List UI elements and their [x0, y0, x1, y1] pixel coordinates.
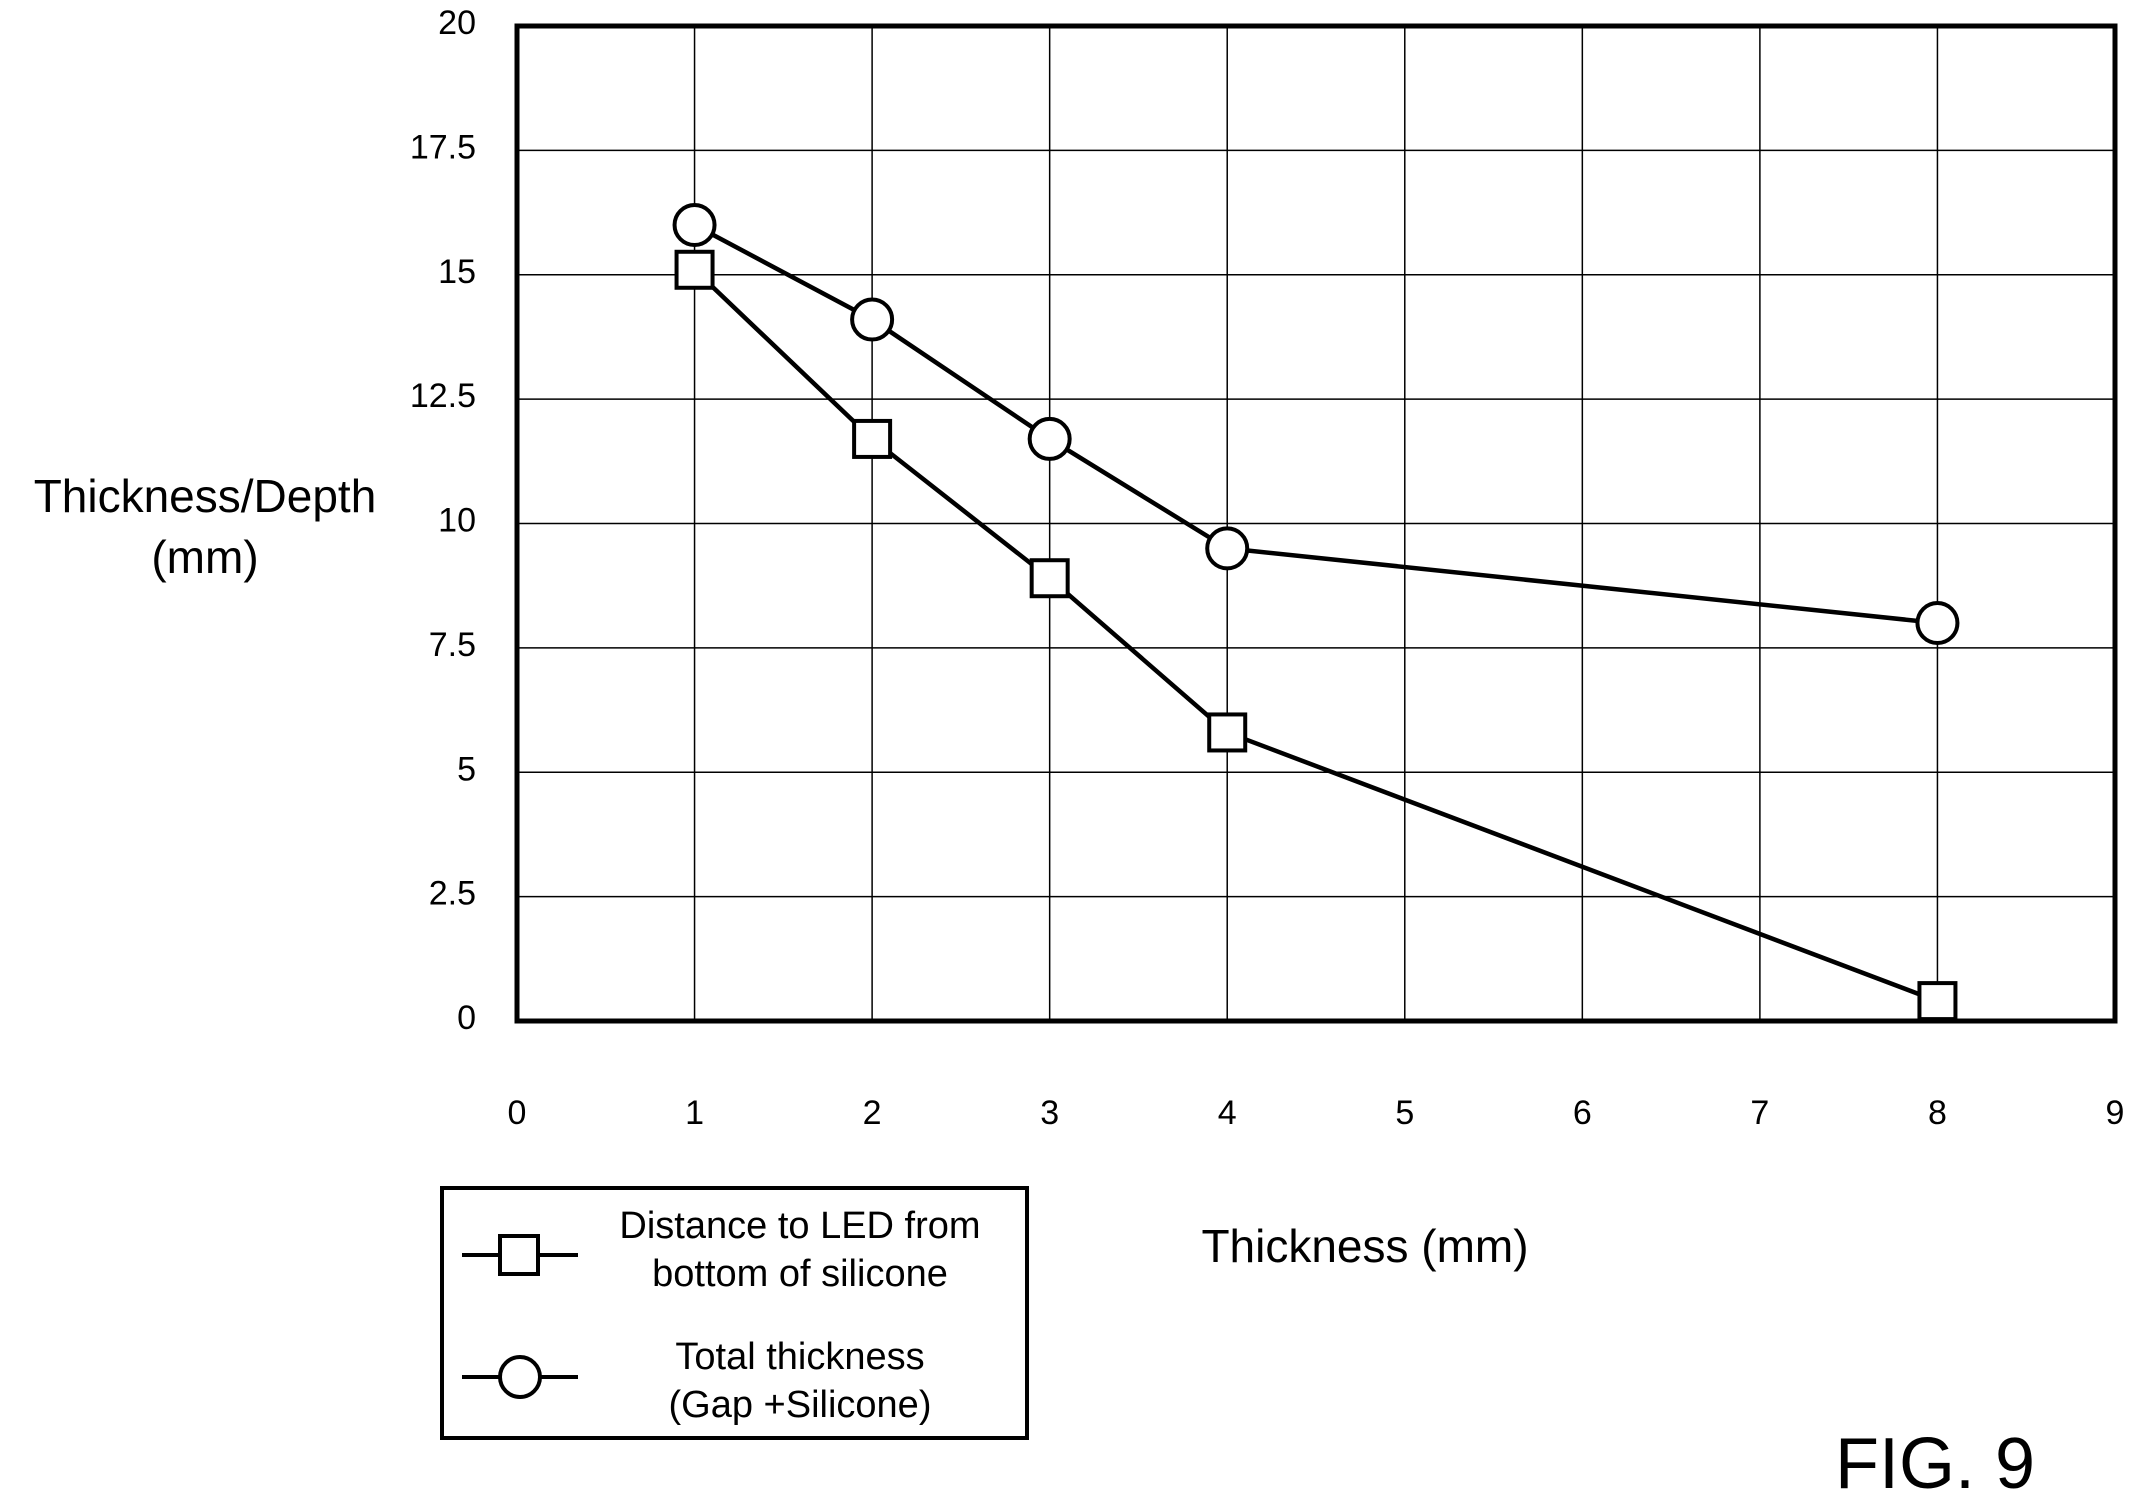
- y-tick-label-6: 15: [438, 253, 476, 291]
- series-1-point-4: [1917, 981, 1958, 1022]
- legend-label-series-1-line-1: Distance to LED from: [619, 1205, 980, 1247]
- y-tick-label-0: 0: [457, 999, 476, 1037]
- x-tick-labels: 0 1 2 3 4 5 6 7 8 9: [508, 1094, 2125, 1132]
- series-2-point-3: [1205, 526, 1250, 571]
- legend-box: [440, 1186, 1029, 1440]
- x-tick-label-7: 7: [1750, 1094, 1769, 1132]
- grid-lines: [517, 26, 2115, 1021]
- y-tick-label-7: 17.5: [410, 128, 476, 166]
- series-1-line: [693, 268, 1939, 1004]
- legend-label-series-2-line-2: (Gap +Silicone): [669, 1384, 932, 1426]
- series-1-point-0: [674, 249, 715, 290]
- y-axis-title-line-2: (mm): [151, 531, 258, 583]
- series-1-point-3: [1207, 712, 1248, 753]
- series-2-point-0: [672, 203, 717, 247]
- legend: Distance to LED from bottom of silicone …: [440, 1186, 1029, 1440]
- legend-circle-marker: [498, 1355, 542, 1399]
- legend-square-marker: [498, 1234, 540, 1276]
- legend-label-series-2-line-1: Total thickness: [675, 1336, 924, 1378]
- series-1-point-1: [852, 418, 893, 459]
- y-tick-label-4: 10: [438, 502, 476, 540]
- x-tick-label-8: 8: [1928, 1094, 1947, 1132]
- series-2-point-2: [1027, 416, 1072, 461]
- y-tick-label-1: 2.5: [429, 875, 476, 913]
- x-tick-label-2: 2: [863, 1094, 882, 1132]
- x-tick-label-1: 1: [685, 1094, 704, 1132]
- x-tick-label-0: 0: [508, 1094, 527, 1132]
- y-tick-labels: 0 2.5 5 7.5 10 12.5 15 17.5 20: [410, 4, 476, 1037]
- x-tick-label-6: 6: [1573, 1094, 1592, 1132]
- y-tick-label-2: 5: [457, 750, 476, 788]
- x-tick-label-3: 3: [1040, 1094, 1059, 1132]
- y-tick-label-5: 12.5: [410, 377, 476, 415]
- legend-label-series-1-line-2: bottom of silicone: [652, 1253, 948, 1295]
- series-1-point-2: [1029, 558, 1070, 599]
- plot-frame: [514, 23, 2118, 1024]
- x-tick-label-9: 9: [2106, 1094, 2125, 1132]
- y-tick-label-8: 20: [438, 4, 476, 42]
- series-layer: [672, 203, 1960, 1022]
- x-tick-label-4: 4: [1218, 1094, 1237, 1132]
- x-axis-title: Thickness (mm): [1201, 1220, 1528, 1272]
- x-tick-label-5: 5: [1395, 1094, 1414, 1132]
- series-2-point-4: [1915, 601, 1960, 645]
- series-2-point-1: [850, 297, 895, 342]
- y-tick-label-3: 7.5: [429, 626, 476, 664]
- figure-label: FIG. 9: [1835, 1424, 2035, 1504]
- y-axis-title-line-1: Thickness/Depth: [34, 470, 377, 522]
